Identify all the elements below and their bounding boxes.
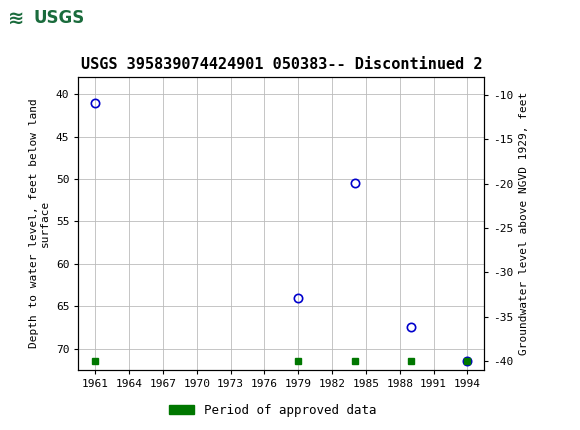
Title: USGS 395839074424901 050383-- Discontinued 2: USGS 395839074424901 050383-- Discontinu… [81, 57, 482, 72]
Y-axis label: Depth to water level, feet below land
surface: Depth to water level, feet below land su… [28, 99, 50, 348]
Text: ≋: ≋ [8, 9, 24, 28]
Legend: Period of approved data: Period of approved data [164, 399, 382, 421]
Text: USGS: USGS [34, 9, 85, 27]
Y-axis label: Groundwater level above NGVD 1929, feet: Groundwater level above NGVD 1929, feet [519, 92, 529, 355]
FancyBboxPatch shape [3, 2, 70, 36]
